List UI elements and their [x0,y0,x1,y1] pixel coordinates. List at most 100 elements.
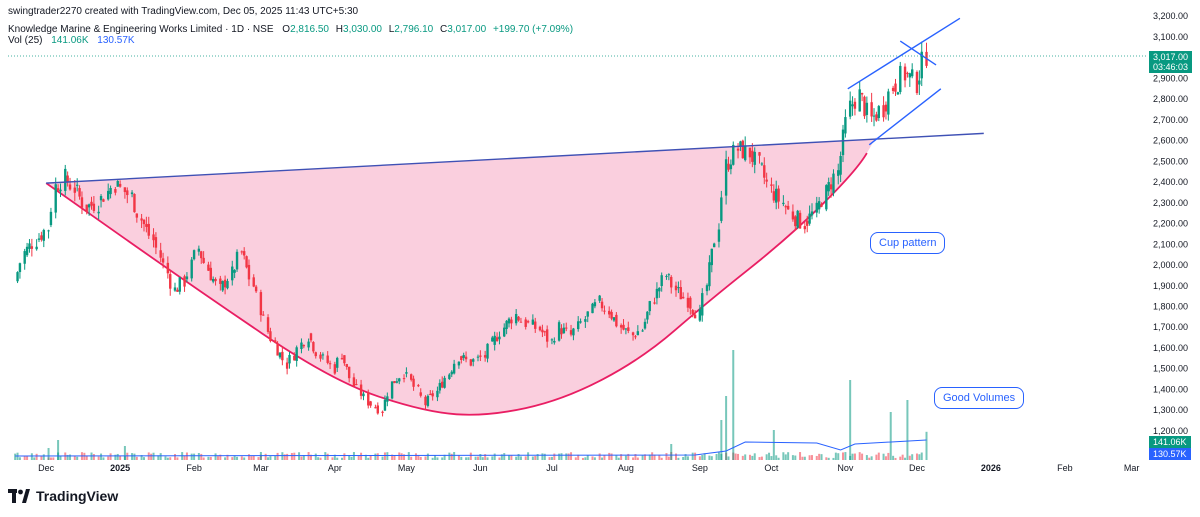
candle-body [340,358,344,360]
candle-body [252,277,255,287]
volume-bar [899,456,902,460]
volume-bar [875,454,878,460]
candle-body [646,311,649,320]
candle-body [643,321,647,329]
candle-body [412,378,415,387]
candle-body [758,152,761,156]
candle-body [763,165,766,178]
volume-bar [825,457,828,460]
volume-bar [653,454,656,460]
candle-body [226,281,229,289]
volume-bar [174,454,177,460]
price-tick-label: 2,600.00 [1153,136,1188,146]
candle-body [648,301,651,312]
tradingview-logo-icon [8,489,30,503]
candle-body [591,303,594,314]
candle-body [452,363,456,374]
low-label: L [388,24,395,35]
volume-bar [35,453,38,460]
candle-body [519,321,523,323]
volume-bar [441,457,444,460]
volume-ma-line [15,439,927,457]
price-tick-label: 2,500.00 [1153,156,1188,166]
volume-bar [114,454,117,460]
volume-bar [782,452,785,460]
volume-bar [150,453,153,460]
volume-bar [503,453,506,460]
candle-body [417,385,420,387]
symbol-legend[interactable]: Knowledge Marine & Engineering Works Lim… [8,24,573,35]
candle-body [254,286,258,292]
volume-bar [877,452,880,460]
volume-bar [632,457,635,460]
volume-bar [636,457,639,460]
cup-pattern-callout[interactable]: Cup pattern [870,232,946,254]
price-scale [1147,0,1200,478]
candle-body [839,155,842,175]
candle-body [25,246,29,256]
volume-bar [565,453,568,460]
volume-legend[interactable]: Vol (25) 141.06K 130.57K [8,35,135,46]
candle-body [825,185,828,210]
open-value: 2,816.50 [290,24,329,35]
volume-bar [777,457,780,460]
volume-bar [443,454,446,460]
volume-bar [202,457,205,460]
volume-bar [842,452,845,460]
trendline-flag [899,40,937,66]
volume-bar [553,453,556,460]
volume-bar [727,456,730,460]
candle-body [679,287,682,300]
candle-body [18,263,22,273]
volume-bar [100,453,103,460]
volume-bar [574,457,577,460]
candle-body [603,310,606,312]
price-tick-label: 1,300.00 [1153,405,1188,415]
volume-bar [543,453,546,460]
candle-body [359,384,363,396]
volume-bar [403,454,406,460]
candle-body [319,354,322,359]
price-tick-label: 2,800.00 [1153,94,1188,104]
volume-bar [465,457,468,460]
price-tick-label: 1,800.00 [1153,301,1188,311]
candle-body [887,91,890,115]
candle-body [109,188,112,195]
candle-body [269,331,272,342]
volume-bar [911,454,914,460]
volume-bar [918,454,921,460]
candle-body [211,278,215,282]
price-tick-label: 3,100.00 [1153,32,1188,42]
volume-bar [801,456,804,460]
candle-body [426,395,430,406]
candle-body [476,356,480,358]
volume-bar [904,457,907,460]
candle-body [653,302,656,304]
candle-body [242,251,246,256]
volume-bar [694,452,697,460]
candle-body [920,51,923,79]
candle-body [161,258,165,263]
volume-bar [276,452,279,460]
candle-body [302,345,306,347]
volume-bar [550,456,553,460]
volume-bar [336,457,339,460]
tradingview-logo[interactable]: TradingView [8,488,118,504]
candle-body [775,188,778,203]
volume-bar [226,454,229,460]
volume-bar [381,456,384,460]
candle-body [200,251,203,259]
volume-bar [474,456,477,460]
candle-body [708,262,711,287]
volume-bar [560,453,563,460]
candle-body [75,184,79,186]
candle-body [579,321,582,323]
volume-bar [341,457,344,460]
candle-body [288,354,291,364]
volume-bar [264,453,267,460]
candle-body [612,317,616,321]
good-volumes-callout[interactable]: Good Volumes [934,387,1025,409]
volume-bar [784,454,787,460]
volume-bar-spike [47,448,50,460]
